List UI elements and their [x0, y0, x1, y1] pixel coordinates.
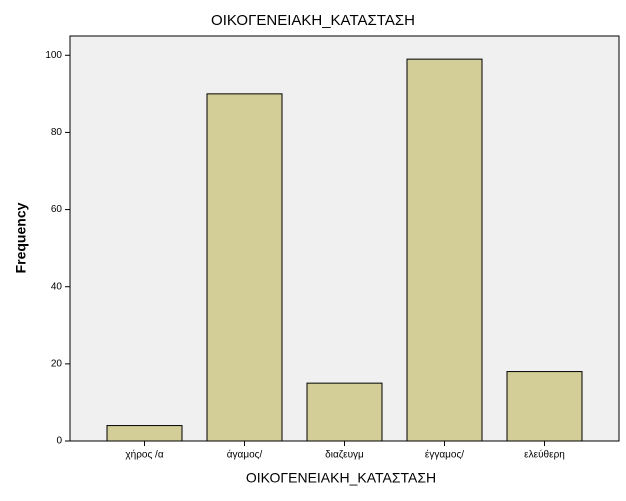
bar — [106, 425, 183, 442]
bar — [506, 371, 583, 442]
x-tick-label: έγγαμος/ — [425, 449, 464, 461]
y-tick-label: 20 — [51, 358, 63, 369]
bar — [206, 93, 283, 442]
y-tick-label: 80 — [51, 127, 63, 138]
bar — [406, 58, 483, 442]
y-tick-label: 0 — [56, 436, 62, 447]
x-tick-label: διαζευγμ — [325, 450, 364, 461]
chart-title: ΟΙΚΟΓΕΝΕΙΑΚΗ_ΚΑΤΑΣΤΑΣΗ — [211, 12, 415, 29]
x-tick-label: ελεύθερη — [524, 449, 565, 461]
x-axis-title: ΟΙΚΟΓΕΝΕΙΑΚΗ_ΚΑΤΑΣΤΑΣΗ — [246, 470, 436, 486]
y-tick-label: 60 — [51, 204, 63, 215]
x-tick-label: χήρος /α — [125, 449, 163, 461]
x-tick-label: άγαμος/ — [227, 449, 263, 461]
y-axis-title: Frequency — [13, 202, 29, 273]
y-tick-label: 40 — [51, 281, 63, 292]
bar — [306, 382, 383, 442]
y-tick-label: 100 — [45, 50, 62, 61]
